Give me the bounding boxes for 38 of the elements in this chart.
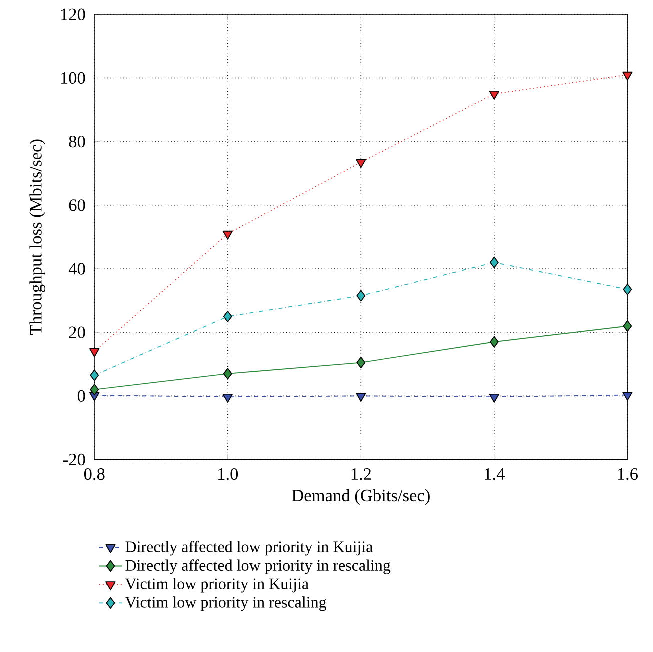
point	[90, 384, 100, 396]
point	[489, 91, 500, 100]
x-tick-label: 0.8	[84, 468, 105, 480]
point	[356, 393, 366, 402]
legend-label: Directly affected low priority in rescaling	[126, 560, 391, 574]
x-tick-label: 1.0	[218, 468, 238, 480]
legend-label: Directly affected low priority in Kuijia	[126, 541, 373, 556]
point	[356, 160, 366, 168]
point	[490, 336, 499, 348]
point	[223, 368, 232, 380]
y-tick-label: 0	[78, 390, 86, 402]
y-tick-label: 120	[61, 8, 86, 21]
y-tick-label: 60	[69, 200, 86, 212]
point	[490, 257, 499, 269]
point	[356, 290, 366, 302]
x-tick-label: 1.6	[618, 468, 638, 480]
point	[356, 357, 366, 369]
point	[622, 72, 633, 82]
point	[623, 320, 632, 332]
legend-label: Victim low priority in Kuijia	[125, 578, 309, 593]
y-tick-label: -20	[63, 454, 86, 466]
x-axis-title: Demand (Gbits/sec)	[292, 490, 430, 506]
x-tick-label: 1.2	[352, 468, 372, 480]
x-tick-label: 1.4	[485, 468, 505, 480]
legend-label: Victim low priority in rescaling	[125, 596, 327, 612]
y-axis-title: Throughput loss (Mbits/sec)	[30, 140, 46, 336]
point	[90, 370, 100, 382]
point	[622, 392, 633, 402]
point	[222, 394, 233, 404]
point	[222, 231, 233, 240]
y-tick-label: 100	[61, 72, 86, 84]
y-tick-label: 20	[69, 326, 86, 339]
point	[489, 394, 500, 404]
point	[223, 311, 232, 323]
y-tick-label: 40	[68, 263, 86, 276]
y-tick-label: 80	[69, 136, 86, 148]
point	[90, 348, 100, 358]
point	[623, 284, 632, 296]
